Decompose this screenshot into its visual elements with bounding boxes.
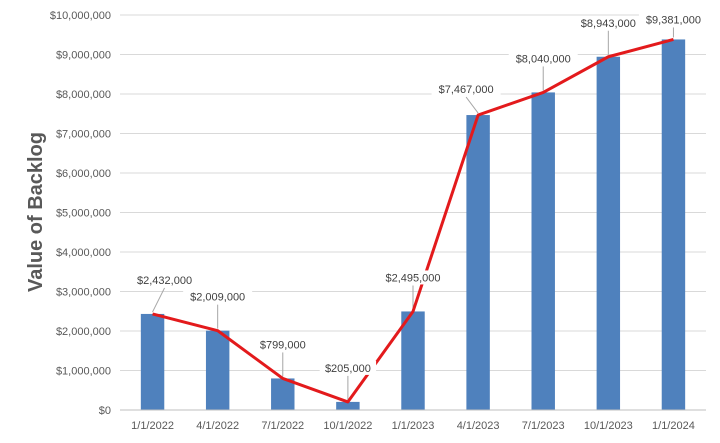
bar <box>205 330 230 410</box>
x-tick-label: 10/1/2023 <box>584 420 633 432</box>
data-label-bg <box>573 15 643 30</box>
data-label: $799,000 <box>260 339 306 351</box>
x-tick-label: 4/1/2023 <box>457 420 500 432</box>
y-tick-label: $7,000,000 <box>56 129 111 141</box>
data-label: $2,432,000 <box>137 275 192 287</box>
data-label-bg <box>431 82 501 97</box>
bar <box>596 56 621 411</box>
bar <box>401 311 425 410</box>
x-tick-label: 10/1/2022 <box>323 420 372 432</box>
y-axis-ticks: $0 $1,000,000 $2,000,000 $3,000,000 $4,000,0… <box>50 10 111 417</box>
y-tick-label: $9,000,000 <box>56 50 111 62</box>
y-tick-label: $1,000,000 <box>56 366 111 378</box>
data-label: $9,381,000 <box>646 14 701 26</box>
data-label: $8,040,000 <box>516 53 571 65</box>
data-label: $8,943,000 <box>581 18 636 30</box>
y-tick-label: $10,000,000 <box>50 10 111 22</box>
x-tick-label: 1/1/2022 <box>131 420 174 432</box>
leader-line <box>465 96 479 114</box>
bar <box>531 92 555 411</box>
leader-line <box>152 287 166 313</box>
x-tick-label: 7/1/2022 <box>261 420 304 432</box>
data-label: $7,467,000 <box>439 84 494 96</box>
y-tick-label: $4,000,000 <box>56 247 111 259</box>
y-tick-label: $6,000,000 <box>56 168 111 180</box>
bar <box>466 115 490 410</box>
data-label-bg <box>130 272 200 287</box>
y-tick-label: $3,000,000 <box>56 287 111 299</box>
bar <box>271 378 295 410</box>
data-label: $2,495,000 <box>385 272 440 284</box>
data-labels: $2,432,000 $2,009,000 $799,000 $205,000 $2,4… <box>130 12 708 375</box>
data-label-bg <box>378 270 448 285</box>
data-label: $2,009,000 <box>190 292 245 304</box>
data-label-bg <box>508 51 578 66</box>
y-tick-label: $8,000,000 <box>56 89 111 101</box>
x-axis-ticks: 1/1/2022 4/1/2022 7/1/2022 10/1/2022 1/1/202… <box>131 420 695 432</box>
y-axis-label: Value of Backlog <box>25 132 47 292</box>
y-tick-label: $5,000,000 <box>56 208 111 220</box>
data-label-bg <box>183 289 253 304</box>
y-tick-label: $0 <box>99 405 111 417</box>
bar <box>661 39 686 410</box>
x-tick-label: 7/1/2023 <box>522 420 565 432</box>
bars <box>140 39 686 411</box>
x-tick-label: 1/1/2024 <box>652 420 695 432</box>
bar <box>140 313 165 410</box>
data-label-bg <box>254 337 311 352</box>
data-label-bg <box>319 360 377 375</box>
label-leader-lines <box>152 27 674 400</box>
x-tick-label: 4/1/2022 <box>196 420 239 432</box>
bar <box>336 401 360 410</box>
data-label: $205,000 <box>325 363 371 375</box>
trend-line <box>152 38 674 404</box>
y-tick-label: $2,000,000 <box>56 326 111 338</box>
x-tick-label: 1/1/2023 <box>392 420 435 432</box>
data-label-bg <box>638 12 708 27</box>
